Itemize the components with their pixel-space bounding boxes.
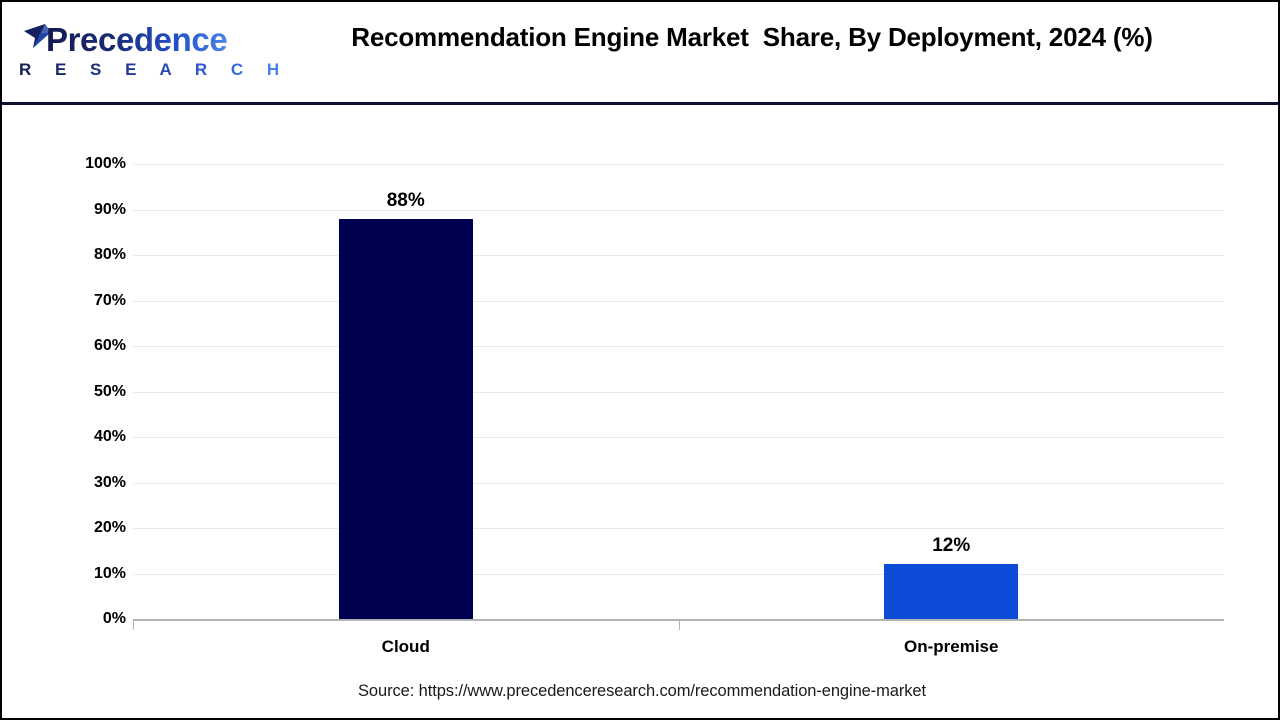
- x-axis-line: [133, 619, 1224, 621]
- x-axis-tick: [678, 621, 680, 630]
- source-caption: Source: https://www.precedenceresearch.c…: [358, 682, 926, 700]
- chart-header: Precedence R E S E A R C H Recommendatio…: [2, 2, 1278, 105]
- logo-subtitle: R E S E A R C H: [19, 60, 289, 79]
- precedence-research-logo: Precedence R E S E A R C H: [16, 20, 279, 88]
- gridline: [133, 482, 1224, 484]
- gridline: [133, 209, 1224, 211]
- gridline: [133, 346, 1224, 347]
- x-axis-category-label: On-premise: [904, 637, 999, 656]
- gridline: [133, 391, 1224, 393]
- gridline: [133, 300, 1224, 302]
- y-axis-tick-label: 0%: [102, 610, 126, 627]
- bar-on-premise[interactable]: [884, 564, 1019, 619]
- y-axis-labels: 0% 10% 20% 30% 40% 50% 60% 70% 80% 90% 100%: [42, 2, 126, 718]
- gridline: [133, 437, 1224, 438]
- y-axis-tick-label: 40%: [93, 428, 126, 445]
- y-axis-tick-label: 50%: [93, 382, 126, 400]
- gridline: [133, 164, 1224, 165]
- logo-wordmark: Precedence: [46, 21, 228, 58]
- gridline: [133, 255, 1224, 256]
- y-axis-tick-label: 80%: [93, 246, 126, 263]
- page-title: Recommendation Engine Market Share, By D…: [351, 22, 1153, 52]
- y-axis-tick-label: 30%: [93, 473, 126, 491]
- y-axis-tick-label: 90%: [93, 200, 126, 218]
- gridline: [133, 528, 1224, 529]
- gridline: [133, 573, 1224, 575]
- y-axis-tick-label: 70%: [93, 291, 126, 309]
- y-axis-tick-label: 60%: [93, 337, 126, 354]
- y-axis-tick-label: 100%: [85, 155, 126, 172]
- x-axis-category-label: Cloud: [381, 637, 430, 656]
- bar-value-label: 12%: [932, 535, 971, 557]
- y-axis-tick-label: 20%: [93, 519, 126, 536]
- x-axis-tick: [133, 621, 134, 630]
- bar-cloud[interactable]: [338, 218, 473, 619]
- plot-area: 88% 12%: [133, 164, 1224, 620]
- bar-value-label: 88%: [386, 189, 425, 211]
- y-axis-tick-label: 10%: [93, 564, 126, 582]
- leaf-arrow-p-icon: [24, 24, 51, 48]
